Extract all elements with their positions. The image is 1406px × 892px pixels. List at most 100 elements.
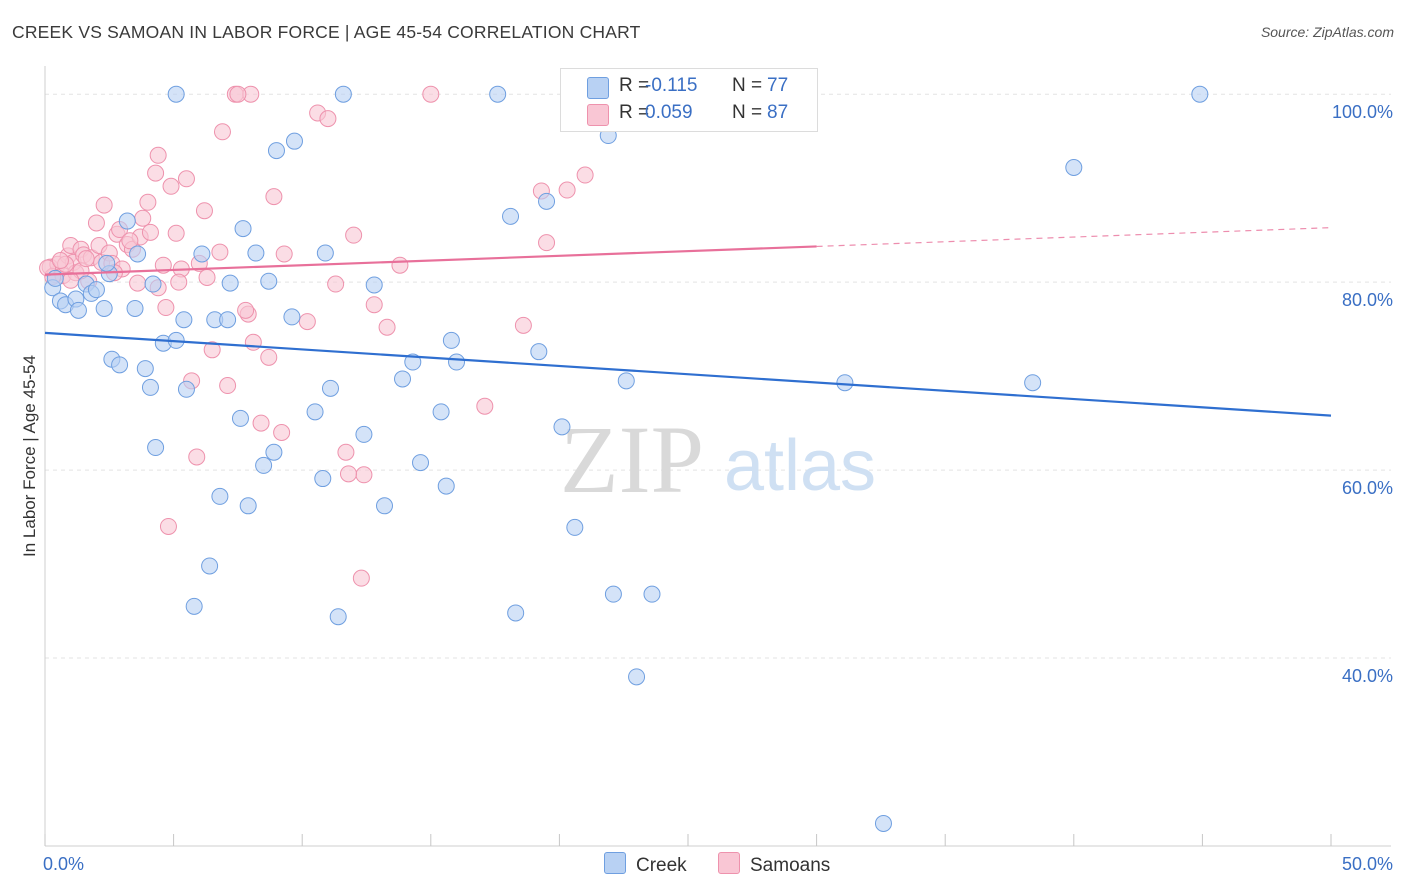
- samoan-point: [514, 316, 532, 334]
- creek-point: [177, 380, 195, 398]
- creek-point: [412, 454, 430, 472]
- creek-point: [247, 244, 265, 262]
- creek-point: [306, 403, 324, 421]
- creek-point: [334, 85, 352, 103]
- samoan-point: [355, 466, 373, 484]
- legend-creek-swatch: [604, 852, 626, 874]
- creek-point: [136, 360, 154, 378]
- samoan-point: [327, 275, 345, 293]
- samoan-point: [365, 296, 383, 314]
- creek-point: [628, 668, 646, 686]
- samoan-point: [319, 110, 337, 128]
- chart-title: CREEK VS SAMOAN IN LABOR FORCE | AGE 45-…: [12, 22, 641, 42]
- samoan-point: [352, 569, 370, 587]
- samoan-point: [121, 232, 139, 250]
- creek-point: [321, 379, 339, 397]
- creek-point: [1065, 158, 1083, 176]
- samoan-point: [195, 202, 213, 220]
- y-axis-label: In Labor Force | Age 45-54: [20, 355, 39, 557]
- samoan-point: [229, 85, 247, 103]
- samoan-point: [188, 448, 206, 466]
- samoan-point: [422, 85, 440, 103]
- samoan-point: [244, 333, 262, 351]
- creek-point: [267, 142, 285, 160]
- creek-point: [1024, 374, 1042, 392]
- x-tick-label: 50.0%: [1342, 854, 1393, 874]
- samoan-trend-line: [44, 245, 817, 276]
- samoan-point: [95, 196, 113, 214]
- creek-point: [283, 308, 301, 326]
- creek-point: [185, 597, 203, 615]
- samoan-swatch: [587, 104, 609, 126]
- samoan-point: [252, 414, 270, 432]
- samoan-points: [39, 85, 594, 587]
- creek-point: [219, 311, 237, 329]
- creek-n-label: N =: [732, 75, 763, 96]
- creek-point: [394, 370, 412, 388]
- creek-point: [255, 456, 273, 474]
- samoan-r-value: 0.059: [645, 102, 693, 123]
- creek-point: [553, 418, 571, 436]
- creek-point: [221, 274, 239, 292]
- y-tick-label: 100.0%: [1332, 102, 1393, 122]
- samoan-point: [141, 223, 159, 241]
- y-tick-label: 60.0%: [1342, 478, 1393, 498]
- trend-lines: [44, 227, 1332, 417]
- legend-item-samoan: Samoans: [718, 852, 830, 877]
- samoan-point: [476, 397, 494, 415]
- creek-point: [111, 356, 129, 374]
- samoan-point: [219, 377, 237, 395]
- creek-point: [874, 814, 892, 832]
- samoan-point: [159, 517, 177, 535]
- legend-samoan-label: Samoans: [750, 855, 831, 876]
- axes: [44, 66, 1391, 847]
- samoan-point: [391, 256, 409, 274]
- creek-point: [95, 299, 113, 317]
- samoan-point: [77, 250, 95, 268]
- samoan-n-label: N =: [732, 102, 763, 123]
- creek-swatch: [587, 77, 609, 99]
- samoan-point: [162, 177, 180, 195]
- creek-point: [201, 557, 219, 575]
- creek-point: [175, 311, 193, 329]
- creek-point: [538, 192, 556, 210]
- samoan-point: [198, 268, 216, 286]
- samoan-point: [558, 181, 576, 199]
- creek-point: [239, 497, 257, 515]
- samoan-point: [345, 226, 363, 244]
- samoan-point: [260, 348, 278, 366]
- samoan-point: [378, 318, 396, 336]
- creek-point: [147, 439, 165, 457]
- creek-point: [617, 372, 635, 390]
- samoan-point: [139, 193, 157, 211]
- creek-n-value: 77: [767, 75, 789, 96]
- creek-point: [329, 608, 347, 626]
- creek-point: [404, 353, 422, 371]
- samoan-point: [129, 274, 147, 292]
- creek-point: [502, 207, 520, 225]
- creek-point: [211, 487, 229, 505]
- creek-point: [98, 254, 116, 272]
- creek-point: [231, 409, 249, 427]
- chart-source: Source: ZipAtlas.com: [1260, 24, 1394, 40]
- samoan-point: [177, 170, 195, 188]
- creek-point: [167, 85, 185, 103]
- creek-point: [144, 275, 162, 293]
- creek-point: [489, 85, 507, 103]
- samoan-point: [237, 301, 255, 319]
- samoan-trend-extension: [816, 227, 1332, 248]
- creek-point: [437, 477, 455, 495]
- samoan-point: [298, 313, 316, 331]
- samoan-point: [167, 224, 185, 242]
- creek-point: [126, 299, 144, 317]
- creek-point: [193, 245, 211, 263]
- creek-r-value: -0.115: [645, 75, 698, 96]
- samoan-point: [147, 164, 165, 182]
- creek-point: [285, 132, 303, 150]
- samoan-point: [157, 299, 175, 317]
- creek-point: [1191, 85, 1209, 103]
- creek-r-label: R =: [619, 75, 650, 96]
- creek-point: [69, 301, 87, 319]
- creek-point: [355, 425, 373, 443]
